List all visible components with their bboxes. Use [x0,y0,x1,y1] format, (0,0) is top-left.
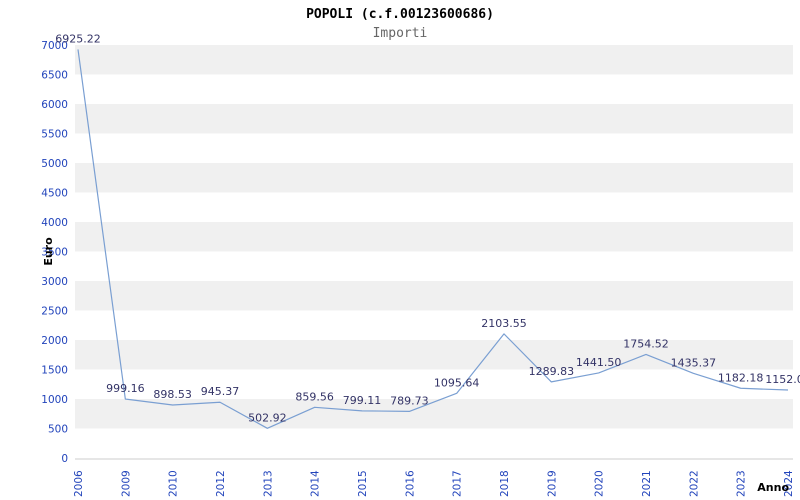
x-tick-label: 2024 [783,470,795,497]
x-tick-label: 2022 [688,470,700,497]
data-label: 1152.04 [765,373,800,386]
grid-band [75,45,793,75]
grid-band [75,340,793,370]
data-label: 1095.64 [434,376,480,389]
data-label: 859.56 [295,390,334,403]
x-tick-label: 2023 [736,470,748,497]
y-tick-label: 2000 [41,335,68,347]
y-tick-label: 500 [48,424,68,436]
data-label: 898.53 [153,388,192,401]
y-tick-label: 7000 [41,40,68,52]
data-label: 1754.52 [623,337,669,350]
y-tick-label: 3000 [41,276,68,288]
data-label: 1289.83 [529,365,575,378]
data-label: 502.92 [248,411,287,424]
data-label: 999.16 [106,382,145,395]
x-tick-label: 2009 [120,470,132,497]
x-tick-label: 2010 [168,470,180,497]
x-tick-label: 2019 [546,470,558,497]
x-tick-label: 2020 [594,470,606,497]
y-tick-label: 6500 [41,70,68,82]
y-tick-label: 0 [61,453,68,465]
grid-band [75,281,793,311]
y-tick-label: 3500 [41,247,68,259]
x-tick-label: 2018 [499,470,511,497]
x-tick-label: 2017 [452,470,464,497]
data-label: 6925.22 [55,32,101,45]
x-tick-label: 2015 [357,470,369,497]
data-label: 945.37 [201,385,240,398]
grid-band [75,104,793,134]
x-tick-label: 2006 [73,470,85,497]
y-axis-title: Euro [42,237,55,266]
chart-subtitle: Importi [372,26,428,41]
y-tick-label: 4000 [41,217,68,229]
x-tick-label: 2016 [404,470,416,497]
x-tick-label: 2013 [262,470,274,497]
data-label: 2103.55 [481,317,527,330]
data-label: 1182.18 [718,371,764,384]
grid-band [75,163,793,193]
y-tick-label: 6000 [41,99,68,111]
chart-title: POPOLI (c.f.00123600686) [306,7,494,22]
x-tick-label: 2012 [215,470,227,497]
data-label: 1435.37 [671,356,717,369]
grid-band [75,222,793,252]
data-label: 1441.50 [576,356,622,369]
y-tick-label: 4500 [41,188,68,200]
data-label: 789.73 [390,394,429,407]
y-tick-label: 2500 [41,306,68,318]
y-tick-label: 5000 [41,158,68,170]
data-line [77,49,789,429]
y-tick-label: 5500 [41,129,68,141]
x-tick-label: 2014 [310,470,322,497]
data-label: 799.11 [343,394,382,407]
grid-band [75,399,793,429]
x-axis-title: Anno [757,481,789,494]
y-tick-label: 1500 [41,365,68,377]
y-tick-label: 1000 [41,394,68,406]
x-tick-label: 2021 [641,470,653,497]
